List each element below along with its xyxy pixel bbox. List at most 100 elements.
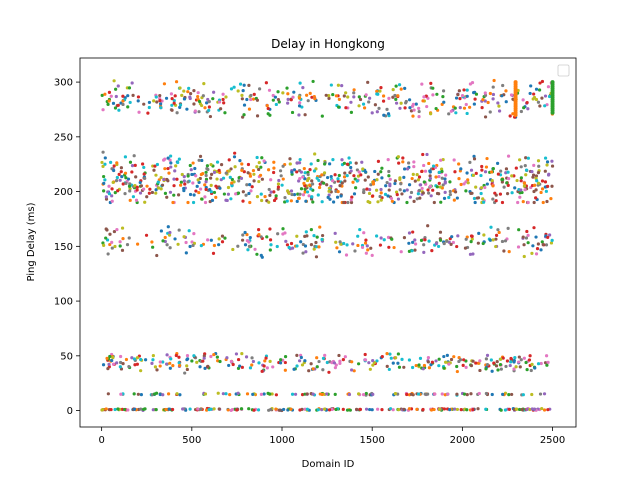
- data-point: [425, 152, 429, 157]
- data-point: [483, 185, 487, 190]
- data-point: [413, 242, 418, 246]
- data-point: [543, 104, 547, 108]
- data-point: [396, 155, 400, 159]
- data-point: [335, 246, 339, 250]
- data-point: [253, 247, 257, 251]
- data-point: [113, 407, 117, 412]
- data-point: [328, 162, 332, 166]
- data-point: [265, 366, 269, 370]
- data-point: [498, 192, 503, 196]
- data-point: [545, 163, 549, 167]
- data-point: [462, 392, 467, 396]
- data-point: [238, 159, 242, 163]
- data-point: [455, 364, 459, 369]
- data-point: [364, 391, 368, 396]
- data-point: [255, 195, 260, 199]
- data-point: [295, 199, 299, 203]
- data-point: [107, 90, 112, 94]
- data-point: [217, 237, 221, 241]
- data-point: [411, 172, 415, 176]
- data-point: [441, 89, 446, 93]
- data-point: [195, 360, 199, 364]
- data-point: [482, 200, 486, 204]
- data-point: [529, 84, 533, 88]
- data-point: [285, 86, 289, 90]
- data-point: [439, 200, 443, 204]
- data-point: [368, 367, 372, 371]
- data-point: [225, 198, 229, 203]
- data-point: [317, 359, 321, 364]
- data-point: [358, 227, 362, 232]
- data-point: [464, 189, 468, 193]
- data-point: [432, 407, 436, 412]
- data-point: [364, 93, 368, 97]
- data-point: [211, 97, 215, 101]
- data-point: [203, 392, 208, 396]
- data-point: [516, 200, 520, 205]
- data-point: [388, 352, 392, 356]
- data-point: [177, 228, 181, 232]
- data-point: [321, 356, 326, 361]
- data-point: [530, 169, 534, 174]
- data-point: [543, 180, 548, 184]
- data-point: [447, 240, 451, 244]
- data-point: [159, 187, 163, 191]
- data-point: [491, 97, 495, 101]
- data-point: [155, 253, 159, 258]
- data-point: [285, 199, 289, 203]
- data-point: [135, 356, 140, 360]
- data-point: [357, 392, 361, 396]
- data-point: [481, 241, 485, 246]
- data-point: [448, 180, 452, 184]
- data-point: [279, 174, 283, 178]
- data-point: [203, 183, 207, 187]
- data-point: [276, 97, 281, 102]
- data-point: [190, 172, 194, 177]
- data-point: [250, 356, 254, 360]
- data-point: [311, 200, 315, 204]
- data-point: [182, 89, 186, 93]
- data-point: [260, 369, 264, 373]
- data-point: [260, 156, 264, 160]
- data-point: [484, 357, 488, 361]
- data-point: [462, 88, 466, 92]
- data-point: [420, 186, 424, 191]
- data-point: [530, 407, 534, 411]
- data-point: [207, 407, 211, 412]
- data-point: [126, 94, 130, 98]
- data-point: [170, 108, 174, 112]
- data-point: [344, 91, 348, 95]
- data-point: [513, 186, 517, 190]
- data-point: [259, 235, 263, 239]
- data-point: [264, 81, 268, 85]
- data-point: [245, 392, 250, 396]
- data-point: [236, 191, 241, 195]
- data-point: [428, 174, 432, 178]
- data-point: [220, 240, 225, 244]
- data-point: [431, 93, 435, 97]
- data-point: [431, 86, 435, 90]
- data-point: [103, 178, 107, 182]
- data-point: [501, 356, 505, 360]
- data-point: [219, 163, 224, 167]
- data-point: [248, 235, 252, 240]
- data-point: [349, 100, 353, 104]
- data-point: [526, 241, 530, 245]
- data-point: [110, 199, 114, 203]
- data-point: [532, 200, 536, 205]
- data-point: [480, 164, 484, 169]
- data-point: [265, 235, 269, 239]
- data-point: [281, 91, 285, 95]
- data-point: [172, 184, 176, 188]
- data-point: [375, 89, 379, 93]
- data-point: [451, 240, 455, 245]
- data-point: [298, 359, 302, 363]
- data-point: [175, 111, 179, 115]
- data-point: [247, 83, 251, 87]
- data-point: [491, 167, 495, 171]
- data-point: [426, 188, 430, 192]
- data-point: [103, 162, 107, 166]
- data-point: [315, 356, 319, 360]
- data-point: [465, 88, 469, 92]
- data-point: [526, 156, 530, 160]
